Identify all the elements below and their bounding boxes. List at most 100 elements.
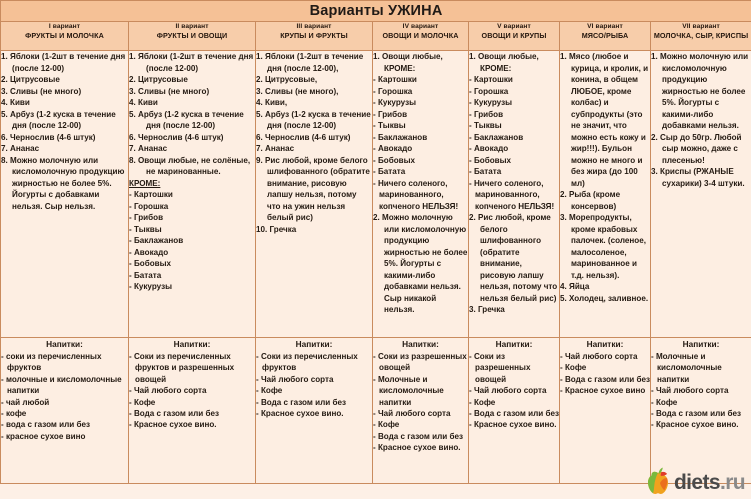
drink-item: - Кофе bbox=[129, 397, 255, 408]
food-item: 6. Чернослив (4-6 штук) bbox=[129, 132, 255, 144]
column-drinks-2: Напитки:- Соки из перечисленных фруктов … bbox=[129, 338, 256, 484]
food-item: 5. Арбуз (1-2 куска в течение дня (после… bbox=[129, 109, 255, 132]
column-drinks-6: Напитки:- Чай любого сорта- Кофе- Вода с… bbox=[560, 338, 651, 484]
drink-item: - Кофе bbox=[469, 397, 559, 408]
food-item: 2. Рис любой, кроме белого шлифованного … bbox=[469, 212, 559, 304]
food-item: 8. Овощи любые, не солёные, не маринован… bbox=[129, 155, 255, 178]
food-item: - Ничего соленого, маринованного, копчен… bbox=[469, 178, 559, 213]
food-item: - Бобовых bbox=[469, 155, 559, 167]
column-drinks-7: Напитки:- Молочные и кисломолочные напит… bbox=[651, 338, 751, 484]
drink-item: - Красное сухое вино. bbox=[469, 419, 559, 430]
allowed-food-list: 1. Можно молочную или кисломолочную прод… bbox=[651, 51, 751, 189]
column-items-1: 1. Яблоки (1-2шт в течение дня (после 12… bbox=[1, 51, 129, 338]
drink-item: - кофе bbox=[1, 408, 128, 419]
food-item: - Батата bbox=[373, 166, 468, 178]
allowed-food-list: 1. Овощи любые, КРОМЕ:- Картошки- Горошк… bbox=[469, 51, 559, 316]
drink-item: - Чай любого сорта bbox=[469, 385, 559, 396]
food-item: 6. Чернослив (4-6 штук) bbox=[256, 132, 372, 144]
logo-main-text: diets bbox=[674, 471, 720, 494]
drink-item: - Вода с газом или без bbox=[651, 408, 751, 419]
food-item: 3. Морепродукты, кроме крабовых палочек.… bbox=[560, 212, 650, 281]
column-category-label: КРУПЫ И ФРУКТЫ bbox=[256, 31, 372, 41]
drinks-list: - Чай любого сорта- Кофе- Вода с газом и… bbox=[560, 351, 650, 397]
food-item: - Кукурузы bbox=[129, 281, 255, 293]
drink-item: - Вода с газом или без bbox=[256, 397, 372, 408]
food-item: 2. Цитрусовые, bbox=[256, 74, 372, 86]
food-item: - Бобовых bbox=[129, 258, 255, 270]
column-drinks-1: Напитки:- соки из перечисленных фруктов-… bbox=[1, 338, 129, 484]
drink-item: - Красное сухое вино. bbox=[651, 419, 751, 430]
drink-item: - Соки из разрешенных овощей bbox=[469, 351, 559, 385]
column-drinks-5: Напитки:- Соки из разрешенных овощей- Ча… bbox=[469, 338, 560, 484]
food-item: - Тыквы bbox=[373, 120, 468, 132]
column-variant-label: II вариант bbox=[129, 22, 255, 31]
allowed-food-list: 1. Овощи любые, КРОМЕ:- Картошки- Горошк… bbox=[373, 51, 468, 316]
food-item: - Грибов bbox=[469, 109, 559, 121]
drink-item: - Красное сухое вино. bbox=[256, 408, 372, 419]
column-category-label: МОЛОЧКА, СЫР, КРИСПЫ bbox=[651, 31, 751, 41]
drinks-heading: Напитки: bbox=[256, 338, 372, 350]
food-item: - Авокадо bbox=[373, 143, 468, 155]
food-item: - Ничего соленого, маринованного, копчен… bbox=[373, 178, 468, 213]
title-row: Варианты УЖИНА bbox=[1, 1, 751, 22]
column-category-label: ФРУКТЫ И ОВОЩИ bbox=[129, 31, 255, 41]
food-item: 5. Арбуз (1-2 куска в течение дня (после… bbox=[1, 109, 128, 132]
food-item: 4. Киви bbox=[1, 97, 128, 109]
column-variant-label: VII вариант bbox=[651, 22, 751, 31]
drink-item: - Вода с газом или без bbox=[373, 431, 468, 442]
column-category-label: ФРУКТЫ И МОЛОЧКА bbox=[1, 31, 128, 41]
drink-item: - Кофе bbox=[560, 362, 650, 373]
column-variant-label: IV вариант bbox=[373, 22, 468, 31]
drink-item: - Красное сухое вино. bbox=[373, 442, 468, 453]
diets-ru-logo: diets.ru bbox=[645, 467, 745, 497]
page-title: Варианты УЖИНА bbox=[310, 3, 443, 19]
table-title-cell: Варианты УЖИНА bbox=[1, 1, 751, 22]
logo-text: diets.ru bbox=[674, 472, 745, 493]
food-item: 7. Ананас bbox=[129, 143, 255, 155]
food-item: 1. Можно молочную или кисломолочную прод… bbox=[651, 51, 751, 132]
drinks-list: - Соки из перечисленных фруктов- Чай люб… bbox=[256, 351, 372, 419]
food-item: 1. Яблоки (1-2шт в течение дня (после 12… bbox=[256, 51, 372, 74]
allowed-food-list: 1. Яблоки (1-2шт в течение дня (после 12… bbox=[129, 51, 255, 293]
drinks-heading: Напитки: bbox=[1, 338, 128, 350]
drink-item: - Кофе bbox=[373, 419, 468, 430]
drink-item: - Вода с газом или без bbox=[469, 408, 559, 419]
food-item: 9. Рис любой, кроме белого шлифованного … bbox=[256, 155, 372, 224]
food-item: 2. Цитрусовые bbox=[129, 74, 255, 86]
food-item: - Авокадо bbox=[469, 143, 559, 155]
food-item: 7. Ананас bbox=[1, 143, 128, 155]
food-item: 5. Холодец, заливное. bbox=[560, 293, 650, 305]
drink-item: - Кофе bbox=[651, 397, 751, 408]
column-items-3: 1. Яблоки (1-2шт в течение дня (после 12… bbox=[256, 51, 373, 338]
drinks-heading: Напитки: bbox=[469, 338, 559, 350]
drinks-heading: Напитки: bbox=[129, 338, 255, 350]
food-item: 2. Цитрусовые bbox=[1, 74, 128, 86]
food-item: 4. Киви bbox=[129, 97, 255, 109]
food-item: КРОМЕ: bbox=[129, 178, 255, 190]
drink-item: - Вода с газом или без bbox=[129, 408, 255, 419]
food-item: 1. Овощи любые, КРОМЕ: bbox=[373, 51, 468, 74]
column-drinks-3: Напитки:- Соки из перечисленных фруктов-… bbox=[256, 338, 373, 484]
allowed-food-list: 1. Мясо (любое и курица, и кролик, и кон… bbox=[560, 51, 650, 304]
drinks-heading: Напитки: bbox=[560, 338, 650, 350]
food-item: - Горошка bbox=[129, 201, 255, 213]
drinks-row: Напитки:- соки из перечисленных фруктов-… bbox=[1, 338, 751, 484]
column-variant-label: VI вариант bbox=[560, 22, 650, 31]
allowed-food-list: 1. Яблоки (1-2шт в течение дня (после 12… bbox=[1, 51, 128, 212]
food-item: 1. Овощи любые, КРОМЕ: bbox=[469, 51, 559, 74]
food-item: 1. Яблоки (1-2шт в течение дня (после 12… bbox=[129, 51, 255, 74]
column-variant-label: III вариант bbox=[256, 22, 372, 31]
food-item: - Баклажанов bbox=[129, 235, 255, 247]
food-item: 2. Сыр до 50гр. Любой сыр можно, даже с … bbox=[651, 132, 751, 167]
apple-icon bbox=[645, 467, 671, 497]
food-item: - Картошки bbox=[129, 189, 255, 201]
drink-item: - Красное сухое вино. bbox=[129, 419, 255, 430]
food-item: 10. Гречка bbox=[256, 224, 372, 236]
